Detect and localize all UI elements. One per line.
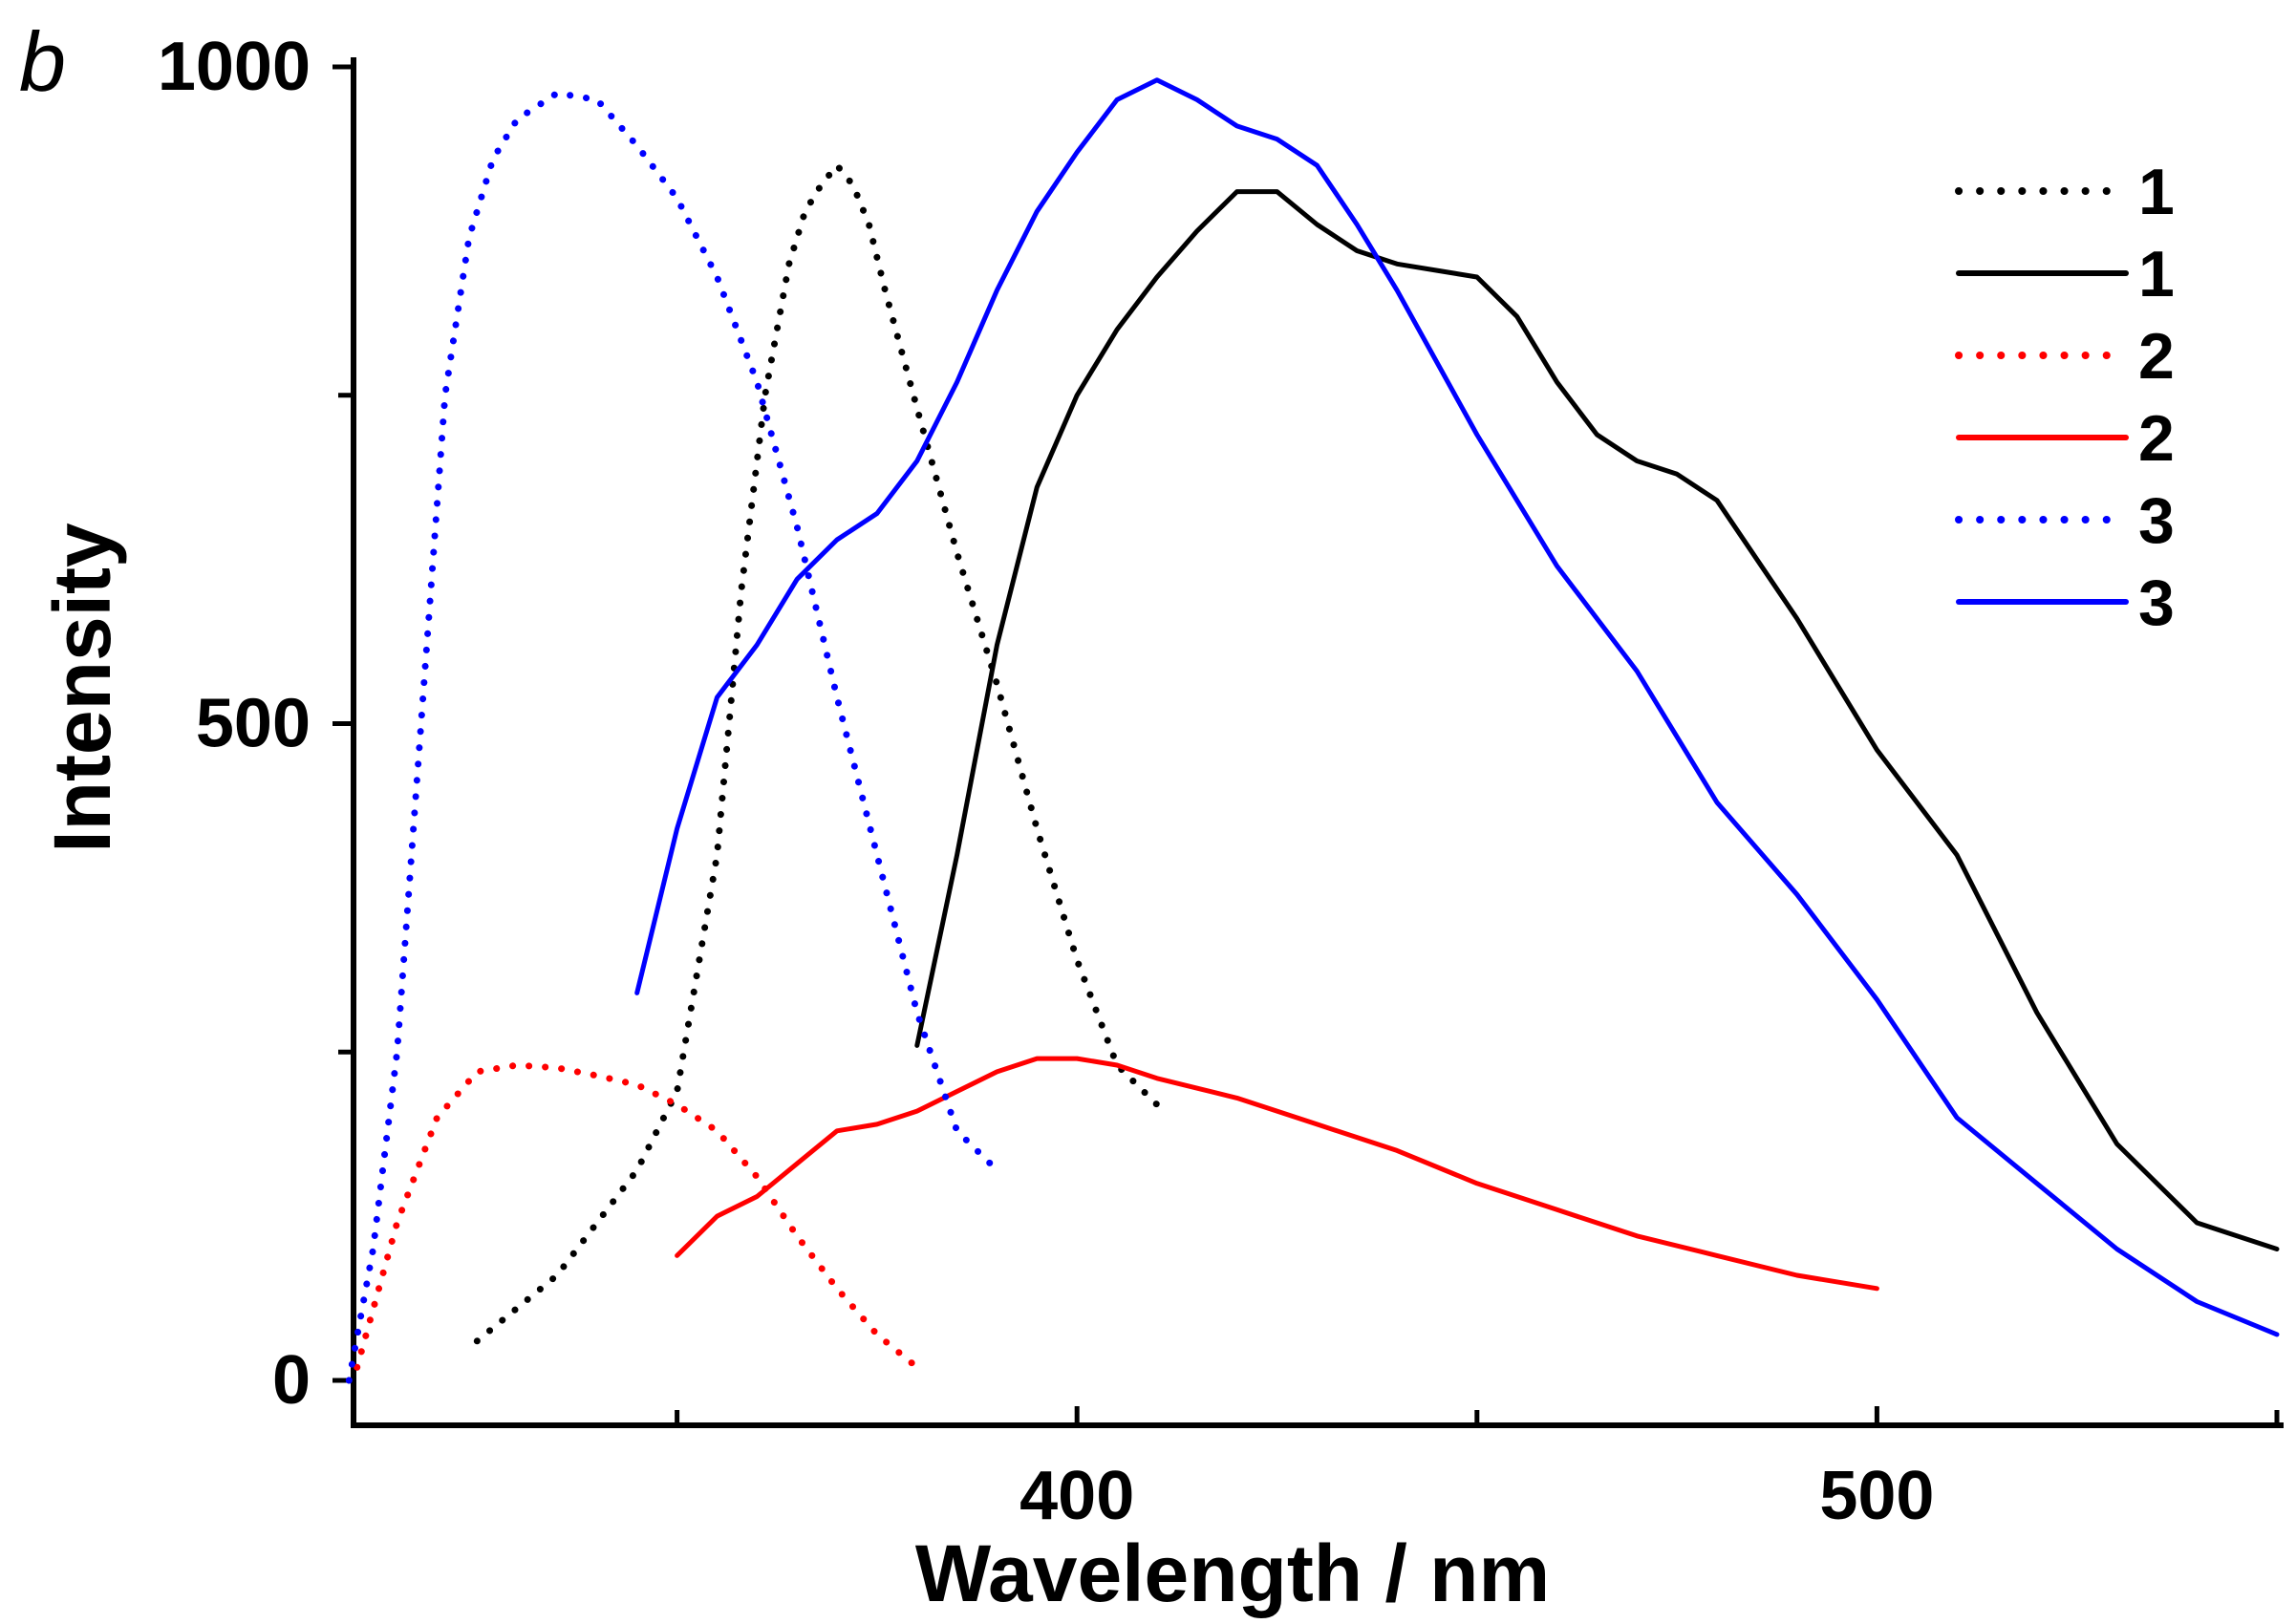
- ticks: [333, 64, 2280, 1425]
- legend: 1 1 2 2 3 3: [1955, 156, 2175, 639]
- x-tick-label: 400: [1019, 1458, 1134, 1534]
- series-1-solid-line: [914, 189, 2280, 1251]
- series-layer: [345, 77, 2280, 1384]
- legend-label: 1: [2138, 156, 2175, 228]
- legend-label: 2: [2138, 320, 2175, 393]
- y-tick-label: 1000: [158, 29, 311, 105]
- series-2-dotted-line: [354, 1061, 921, 1371]
- x-tick-label: 500: [1819, 1458, 1934, 1534]
- series-1-dotted-line: [473, 161, 1161, 1345]
- y-axis-title: Intensity: [37, 523, 127, 853]
- legend-label: 3: [2138, 484, 2175, 557]
- x-axis-title: Wavelength / nm: [915, 1528, 1550, 1618]
- legend-label: 1: [2138, 238, 2175, 310]
- series-2-solid-line: [675, 1056, 1879, 1292]
- legend-label: 3: [2138, 566, 2175, 639]
- series-3-dotted-line: [345, 90, 1000, 1384]
- y-tick-label: 500: [196, 686, 311, 762]
- axes: [351, 57, 2284, 1428]
- series-3-solid-line: [634, 77, 2280, 1337]
- legend-label: 2: [2138, 402, 2175, 475]
- y-tick-label: 0: [272, 1342, 311, 1419]
- panel-label: b: [19, 14, 66, 109]
- tick-labels: 0 500 1000 400 500: [158, 29, 1935, 1534]
